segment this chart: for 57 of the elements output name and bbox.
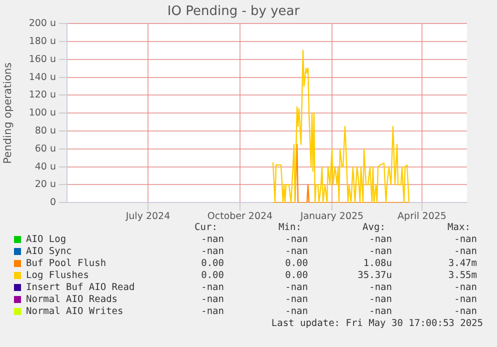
- text: -nan: [453, 294, 477, 305]
- text: -nan: [200, 282, 224, 293]
- text: -nan: [284, 246, 308, 257]
- text: -nan: [200, 246, 224, 257]
- text: Avg:: [362, 222, 386, 233]
- y-tick-label: 120 u: [28, 90, 56, 101]
- text: -nan: [200, 234, 224, 245]
- text: 0.00: [284, 270, 308, 281]
- y-tick-label: 0: [50, 197, 56, 208]
- text: -nan: [368, 306, 392, 317]
- y-tick-label: 160 u: [28, 54, 56, 65]
- y-tick-label: 20 u: [34, 179, 56, 190]
- legend-label: Log Flushes: [26, 270, 89, 281]
- text: -nan: [453, 234, 477, 245]
- text: -nan: [284, 282, 308, 293]
- text: Cur:: [194, 222, 218, 233]
- x-tick-label: April 2025: [398, 210, 446, 222]
- text: -nan: [368, 294, 392, 305]
- y-tick-label: 200 u: [28, 18, 56, 30]
- text: -nan: [200, 306, 224, 317]
- y-tick-label: 80 u: [34, 125, 56, 136]
- y-tick-label: 40 u: [34, 161, 56, 172]
- text: -nan: [284, 234, 308, 245]
- y-tick-label: 100 u: [28, 108, 56, 119]
- legend-label: Buf Pool Flush: [26, 258, 106, 269]
- legend-label: Insert Buf AIO Read: [26, 282, 135, 293]
- text: -nan: [453, 282, 477, 293]
- text: Max:: [446, 222, 472, 233]
- y-axis-title: Pending operations: [2, 62, 14, 164]
- text: 0.00: [284, 258, 308, 269]
- y-tick-label: 180 u: [28, 36, 56, 47]
- text: -nan: [284, 294, 308, 305]
- text: -nan: [368, 282, 392, 293]
- legend-label: AIO Sync: [26, 246, 72, 257]
- y-tick-label: 60 u: [34, 143, 56, 154]
- text: -nan: [284, 306, 308, 317]
- legend-label: Normal AIO Writes: [26, 306, 124, 317]
- text: Last update: Fri May 30 17:00:53 2025: [270, 318, 483, 330]
- x-tick-label: October 2024: [207, 210, 273, 222]
- text: 0.00: [200, 258, 224, 269]
- text: -nan: [368, 246, 392, 257]
- text: 1.08u: [362, 258, 392, 269]
- text: -nan: [453, 306, 477, 317]
- text: Min:: [278, 222, 302, 233]
- text: 3.55m: [447, 270, 477, 281]
- text: -nan: [200, 294, 224, 305]
- chart-title: IO Pending - by year: [167, 4, 300, 20]
- legend-label: Normal AIO Reads: [26, 294, 118, 305]
- y-tick-label: 140 u: [28, 72, 56, 83]
- x-tick-label: January 2025: [299, 210, 364, 222]
- text: 35.37u: [356, 270, 392, 281]
- text: 0.00: [200, 270, 224, 281]
- legend-label: AIO Log: [26, 234, 66, 245]
- x-tick-label: July 2024: [124, 210, 170, 222]
- text: -nan: [453, 246, 477, 257]
- text: 3.47m: [447, 258, 477, 269]
- text: -nan: [368, 234, 392, 245]
